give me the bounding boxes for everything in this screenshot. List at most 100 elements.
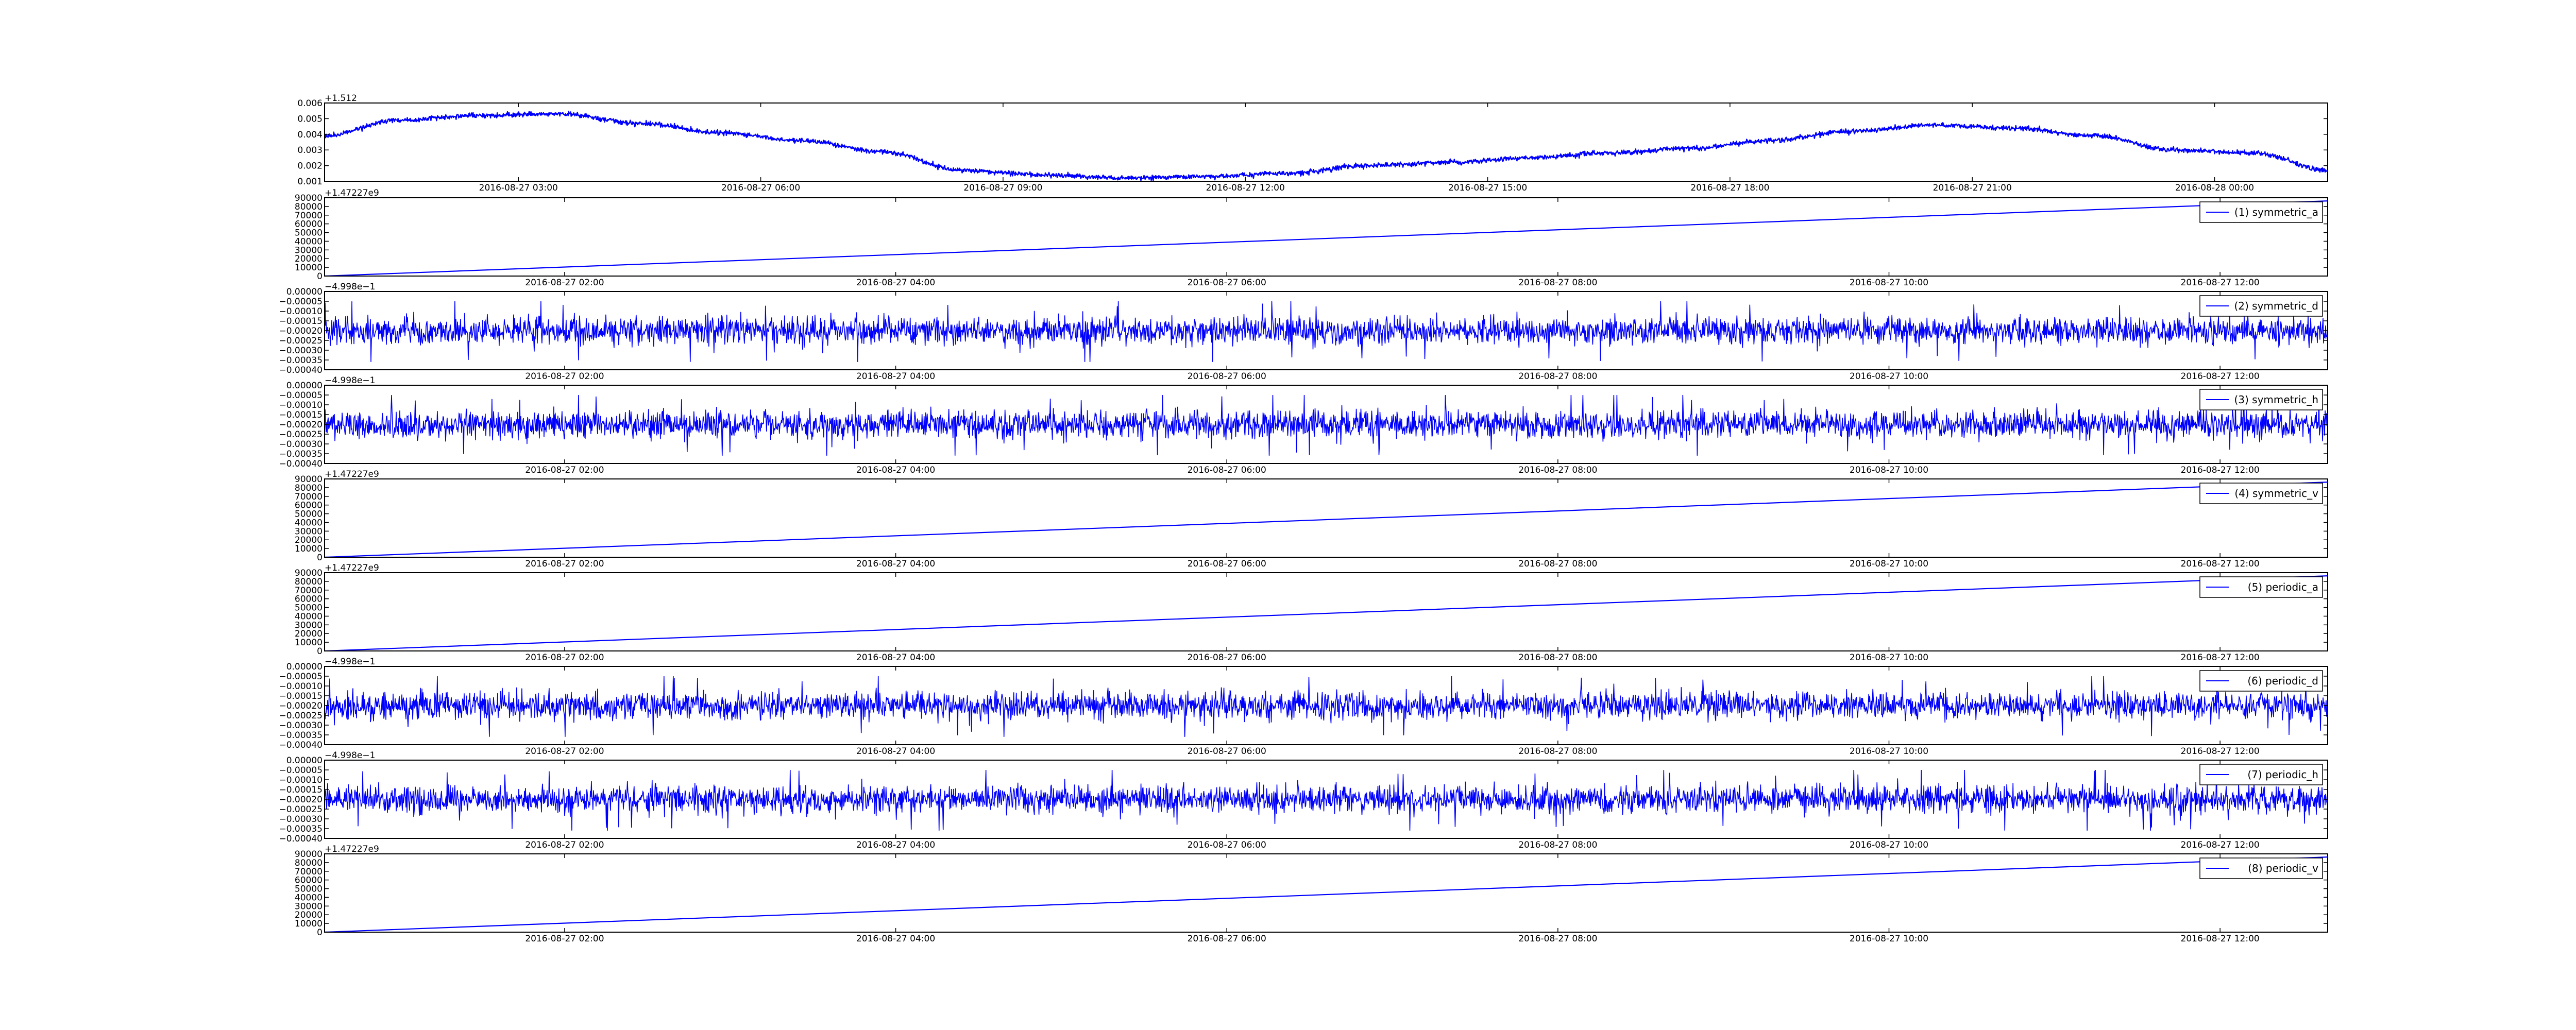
series-line xyxy=(325,200,2328,276)
plot-area xyxy=(325,856,2328,932)
legend: (5) periodic_a xyxy=(2199,576,2323,598)
y-tick-label: 30000 xyxy=(295,245,323,255)
y-tick-label: 40000 xyxy=(295,892,323,903)
y-tick-label: 50000 xyxy=(295,509,323,520)
axes-frame xyxy=(324,572,2328,651)
y-tick-label: −0.00010 xyxy=(279,775,323,785)
legend-label: (6) periodic_d xyxy=(2247,675,2318,687)
y-tick-label: −0.00015 xyxy=(279,410,323,420)
legend-label: (7) periodic_h xyxy=(2247,768,2318,781)
y-tick-label: −0.00020 xyxy=(279,326,323,336)
y-tick-label: −0.00040 xyxy=(279,740,323,750)
axes-frame xyxy=(324,853,2328,933)
y-tick-label: 0.003 xyxy=(297,145,323,156)
x-tick-label: 2016-08-27 08:00 xyxy=(1518,934,1597,944)
legend: (7) periodic_h xyxy=(2199,764,2323,785)
x-tick-label: 2016-08-27 04:00 xyxy=(856,840,935,850)
y-tick-label: 0.002 xyxy=(297,161,323,171)
plot-area xyxy=(325,482,2328,557)
x-tick-label: 2016-08-27 09:00 xyxy=(963,183,1042,193)
x-axis: 2016-08-27 02:00 2016-08-27 04:00 2016-08-… xyxy=(525,291,2260,382)
x-tick-label: 2016-08-27 10:00 xyxy=(1850,653,1928,663)
x-tick-label: 2016-08-27 02:00 xyxy=(525,559,604,569)
y-offset-label: −4.998e−1 xyxy=(325,657,375,667)
y-tick-label: −0.00035 xyxy=(279,355,323,366)
axes-frame xyxy=(324,197,2328,277)
y-tick-label: 0.006 xyxy=(297,98,323,109)
x-tick-label: 2016-08-27 04:00 xyxy=(856,465,935,475)
y-tick-label: 90000 xyxy=(295,474,323,485)
y-tick-label: −0.00010 xyxy=(279,681,323,692)
y-tick-label: −0.00025 xyxy=(279,711,323,721)
x-tick-label: 2016-08-27 08:00 xyxy=(1518,559,1597,569)
subplot-3: −0.00040−0.00035−0.00030−0.00025−0.00020… xyxy=(279,375,2328,475)
x-tick-label: 2016-08-27 12:00 xyxy=(1206,183,1285,193)
x-axis: 2016-08-27 02:00 2016-08-27 04:00 2016-08-… xyxy=(525,198,2260,288)
y-tick-label: 70000 xyxy=(295,867,323,877)
x-axis: 2016-08-27 02:00 2016-08-27 04:00 2016-08-… xyxy=(525,666,2260,757)
series-line xyxy=(325,769,2328,831)
x-axis: 2016-08-27 02:00 2016-08-27 04:00 2016-08-… xyxy=(525,573,2260,663)
y-tick-label: 70000 xyxy=(295,492,323,502)
subplot-2: −0.00040−0.00035−0.00030−0.00025−0.00020… xyxy=(279,282,2328,382)
axes-frame xyxy=(324,478,2328,558)
y-tick-label: 10000 xyxy=(295,544,323,554)
subplot-0: 0.001 0.002 0.003 0.004 0.005 0.006 2016-08-27… xyxy=(297,93,2328,193)
subplot-1: 0100002000030000400005000060000700008000… xyxy=(295,188,2328,288)
y-offset-label: −4.998e−1 xyxy=(325,375,375,386)
x-tick-label: 2016-08-27 10:00 xyxy=(1850,746,1928,757)
y-tick-label: −0.00010 xyxy=(279,306,323,317)
y-tick-label: 50000 xyxy=(295,884,323,895)
x-tick-label: 2016-08-27 12:00 xyxy=(2181,559,2260,569)
plot-area xyxy=(325,394,2328,456)
x-tick-label: 2016-08-27 12:00 xyxy=(2181,746,2260,757)
series-line xyxy=(325,856,2328,932)
y-tick-label: 70000 xyxy=(295,586,323,596)
legend: (6) periodic_d xyxy=(2199,670,2323,692)
x-tick-label: 2016-08-27 02:00 xyxy=(525,746,604,757)
x-tick-label: 2016-08-27 21:00 xyxy=(1933,183,2012,193)
y-offset-label: −4.998e−1 xyxy=(325,750,375,761)
x-tick-label: 2016-08-27 02:00 xyxy=(525,278,604,288)
y-tick-label: 20000 xyxy=(295,910,323,920)
y-tick-label: −0.00005 xyxy=(279,765,323,776)
y-tick-label: 30000 xyxy=(295,526,323,537)
plot-area xyxy=(325,769,2328,831)
legend-label: (3) symmetric_h xyxy=(2234,393,2318,406)
x-tick-label: 2016-08-27 10:00 xyxy=(1850,840,1928,850)
y-tick-label: −0.00015 xyxy=(279,316,323,327)
x-tick-label: 2016-08-27 15:00 xyxy=(1448,183,1527,193)
x-tick-label: 2016-08-27 12:00 xyxy=(2181,653,2260,663)
y-axis: −0.00040−0.00035−0.00030−0.00025−0.00020… xyxy=(279,662,2328,750)
x-tick-label: 2016-08-27 12:00 xyxy=(2181,371,2260,382)
y-axis: −0.00040−0.00035−0.00030−0.00025−0.00020… xyxy=(279,381,2328,469)
series-line xyxy=(325,301,2328,362)
y-axis: 0100002000030000400005000060000700008000… xyxy=(295,474,2328,563)
x-tick-label: 2016-08-27 04:00 xyxy=(856,934,935,944)
legend: (1) symmetric_a xyxy=(2199,201,2323,223)
x-tick-label: 2016-08-27 04:00 xyxy=(856,278,935,288)
y-tick-label: 20000 xyxy=(295,535,323,545)
y-axis: 0100002000030000400005000060000700008000… xyxy=(295,568,2328,657)
plot-area xyxy=(325,200,2328,276)
legend-label: (4) symmetric_v xyxy=(2234,487,2318,500)
x-tick-label: 2016-08-27 10:00 xyxy=(1850,371,1928,382)
y-tick-label: 90000 xyxy=(295,849,323,860)
y-tick-label: 0 xyxy=(317,271,323,282)
y-offset-label: +1.47227e9 xyxy=(325,563,379,573)
series-line xyxy=(325,482,2328,557)
x-tick-label: 2016-08-27 12:00 xyxy=(2181,465,2260,475)
x-tick-label: 2016-08-27 08:00 xyxy=(1518,465,1597,475)
y-tick-label: −0.00035 xyxy=(279,824,323,834)
series-line xyxy=(325,676,2328,737)
y-offset-label: +1.47227e9 xyxy=(325,469,379,479)
legend-label: (1) symmetric_a xyxy=(2234,206,2318,218)
x-tick-label: 2016-08-27 08:00 xyxy=(1518,653,1597,663)
y-offset-label: +1.512 xyxy=(325,93,357,104)
y-tick-label: 80000 xyxy=(295,483,323,493)
y-tick-label: −0.00025 xyxy=(279,430,323,440)
y-offset-label: −4.998e−1 xyxy=(325,282,375,292)
x-tick-label: 2016-08-27 08:00 xyxy=(1518,278,1597,288)
y-offset-label: +1.47227e9 xyxy=(325,188,379,198)
